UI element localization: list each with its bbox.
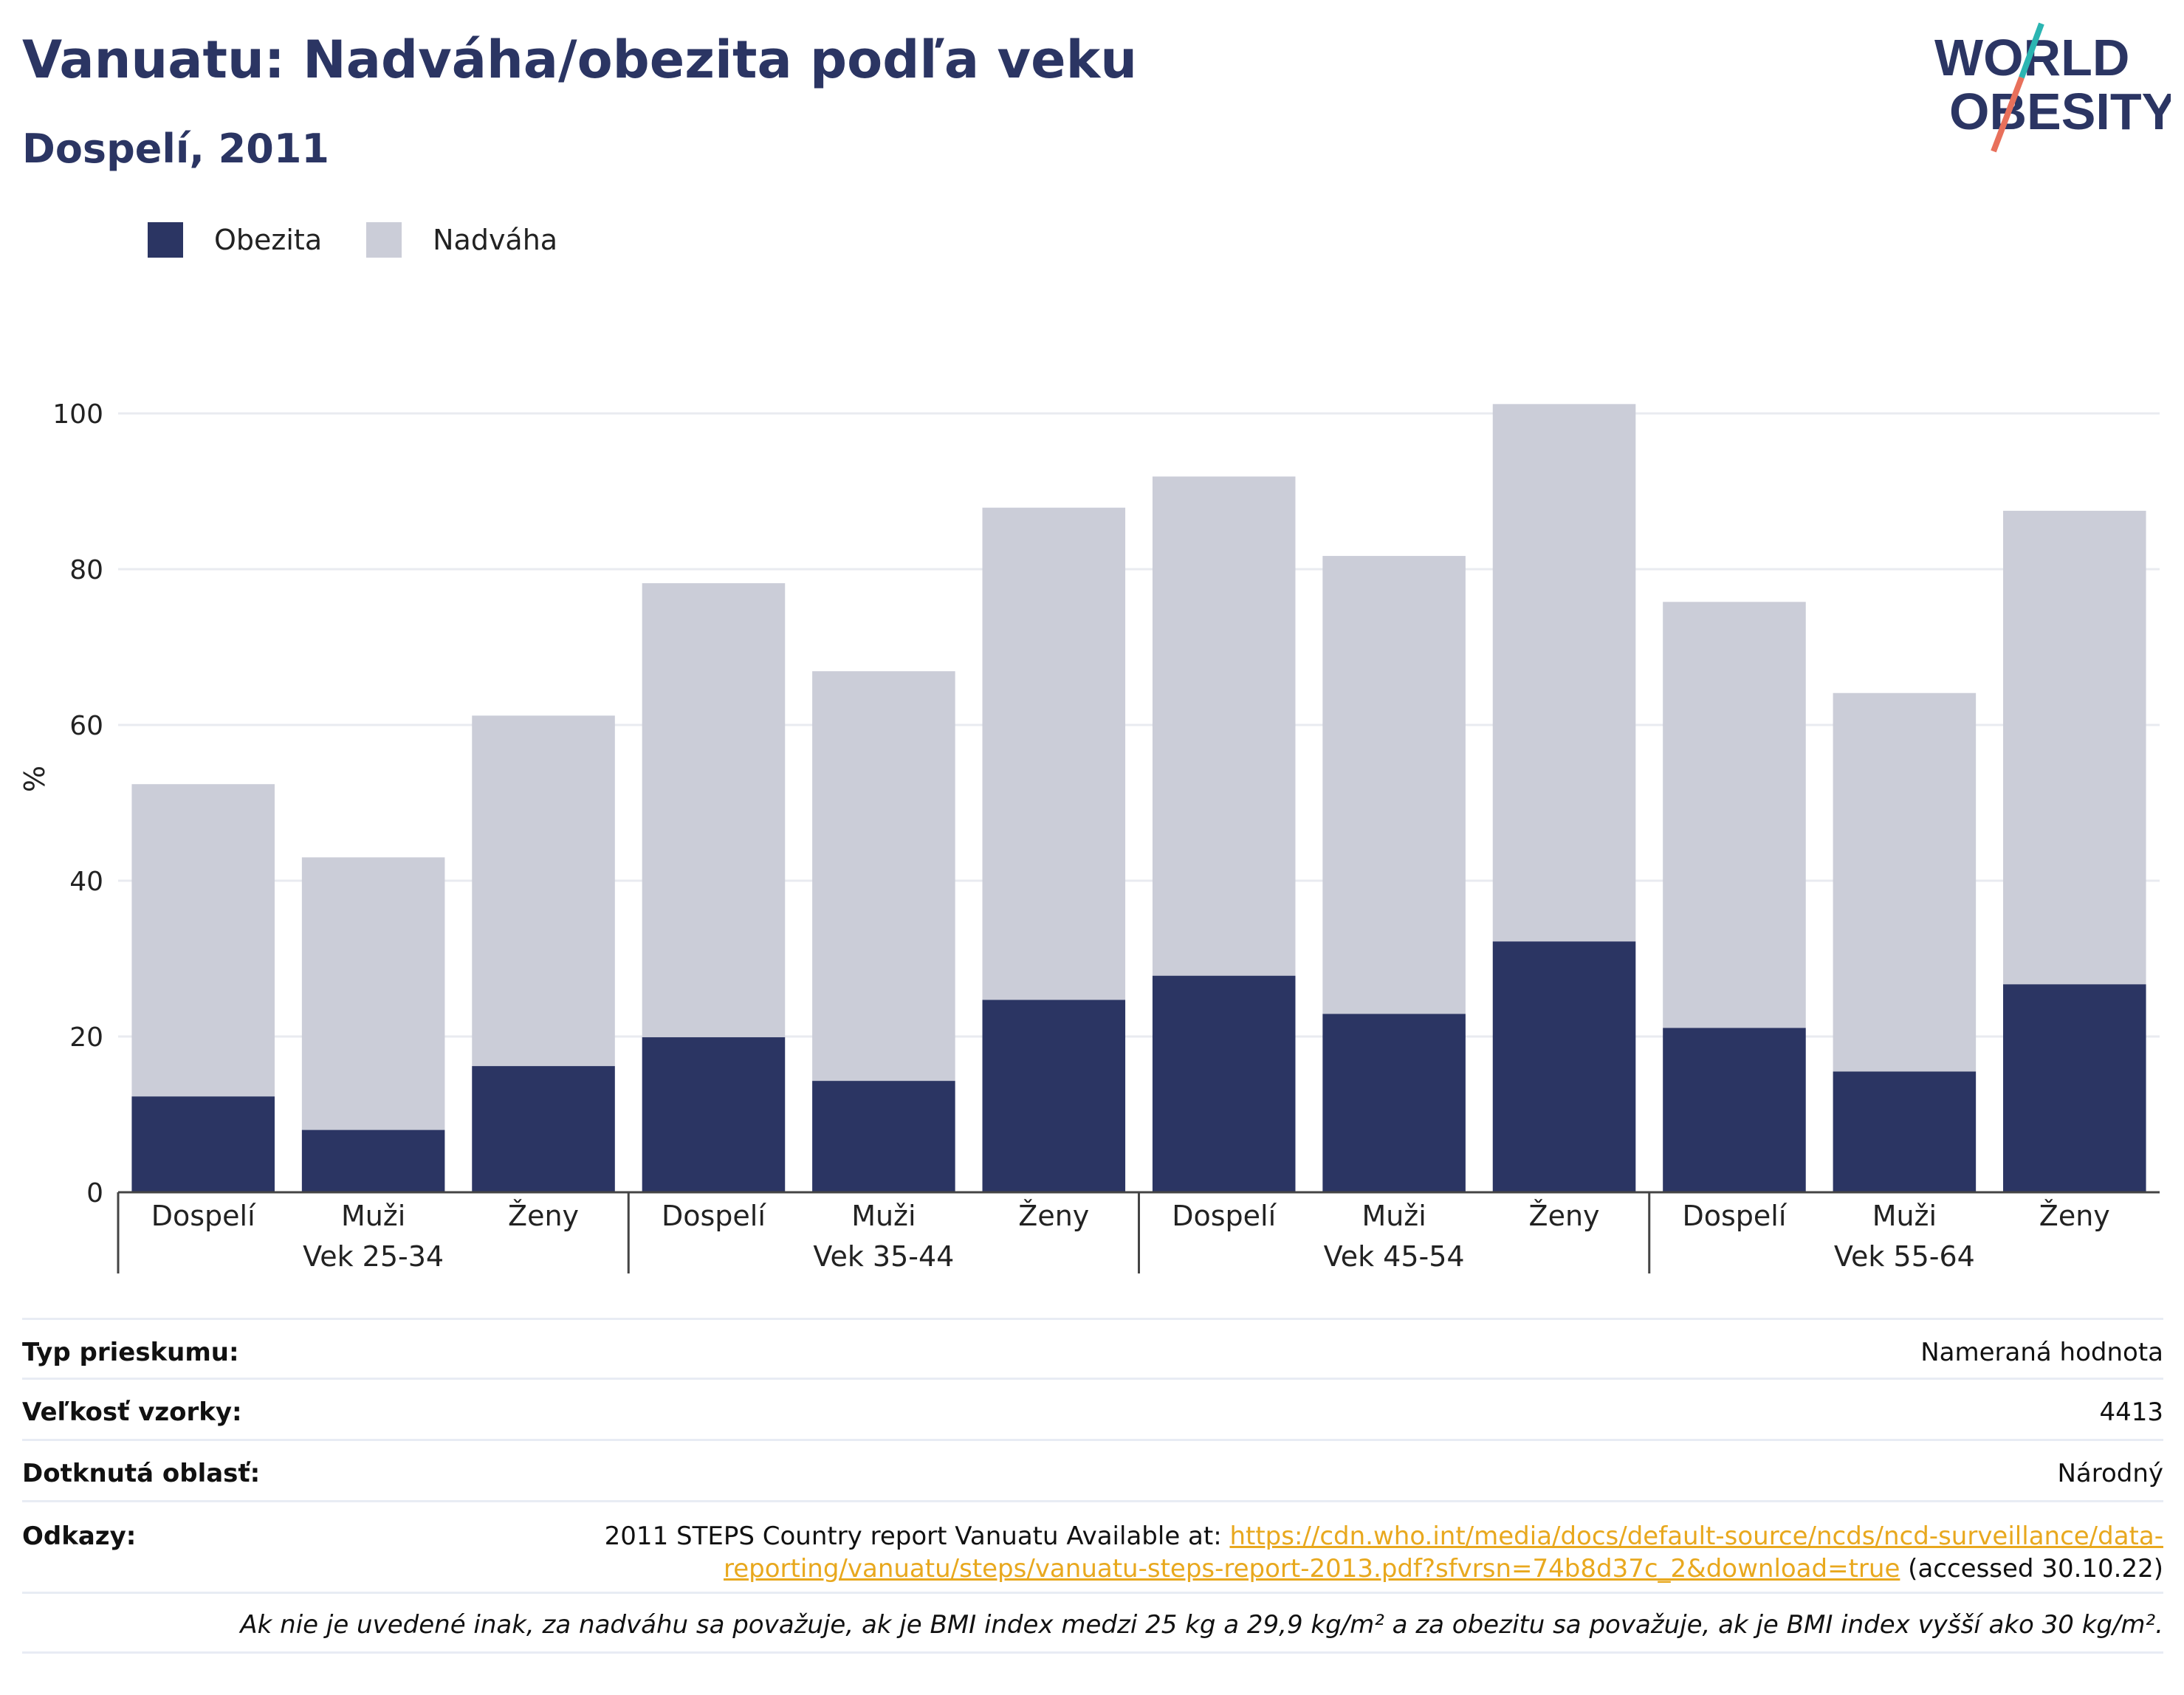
info-key: Dotknutá oblasť: (22, 1459, 261, 1488)
bar-obezita (131, 1096, 275, 1192)
legend-label-nadvaha: Nadváha (433, 224, 558, 256)
x-tick-label: Ženy (1018, 1200, 1089, 1232)
bar-nadvaha (301, 857, 445, 1130)
reference-text: 2011 STEPS Country report Vanuatu Availa… (465, 1520, 2163, 1585)
y-tick-label: 60 (69, 711, 103, 741)
info-key: Typ prieskumu: (22, 1338, 239, 1367)
info-value: Nameraná hodnota (1920, 1338, 2163, 1367)
bar-nadvaha (1833, 692, 1977, 1072)
y-tick-label: 100 (52, 399, 103, 430)
logo-accent-bottom (1991, 76, 2025, 153)
bar-nadvaha (1152, 476, 1296, 976)
bar-nadvaha (131, 784, 275, 1097)
x-tick-label: Ženy (508, 1200, 579, 1232)
reference-prefix: 2011 STEPS Country report Vanuatu Availa… (604, 1522, 1230, 1551)
y-tick-label: 20 (69, 1022, 103, 1053)
x-tick-label: Muži (851, 1200, 916, 1232)
y-tick-label: 0 (86, 1178, 103, 1208)
logo-accent-top (2019, 22, 2044, 79)
bar-obezita (1322, 1014, 1466, 1192)
group-label: Vek 25-34 (303, 1240, 444, 1273)
info-row-note: Ak nie je uvedené inak, za nadváhu sa po… (22, 1592, 2163, 1654)
legend-swatch-nadvaha (366, 222, 402, 258)
bar-obezita (2003, 984, 2146, 1192)
bar-nadvaha (1322, 556, 1466, 1014)
x-tick-label: Dospelí (1682, 1200, 1787, 1232)
x-tick-label: Dospelí (151, 1200, 256, 1232)
bar-obezita (642, 1037, 786, 1192)
chart-title: Vanuatu: Nadváha/obezita podľa veku (22, 30, 1138, 90)
bar-nadvaha (812, 671, 955, 1082)
x-tick-label: Muži (1361, 1200, 1426, 1232)
logo-line2: OBESITY (1949, 83, 2171, 140)
legend-swatch-obezita (148, 222, 183, 258)
legend-item-nadvaha[interactable]: Nadváha (366, 222, 557, 258)
info-key: Odkazy: (22, 1522, 137, 1551)
info-value: 4413 (2099, 1397, 2163, 1427)
legend-item-obezita[interactable]: Obezita (148, 222, 322, 258)
x-tick-label: Muži (1872, 1200, 1937, 1232)
reference-link[interactable]: https://cdn.who.int/media/docs/default-s… (724, 1522, 2163, 1584)
y-tick-label: 40 (69, 867, 103, 897)
group-label: Vek 55-64 (1834, 1240, 1975, 1273)
bar-obezita (1152, 975, 1296, 1192)
x-tick-label: Ženy (2039, 1200, 2110, 1232)
info-row-sample-size: Veľkosť vzorky: 4413 (22, 1378, 2163, 1439)
info-row-survey-type: Typ prieskumu: Nameraná hodnota (22, 1318, 2163, 1378)
bar-obezita (1663, 1028, 1806, 1192)
info-row-references: Odkazy: 2011 STEPS Country report Vanuat… (22, 1500, 2163, 1592)
bar-nadvaha (642, 582, 786, 1038)
bar-obezita (1833, 1071, 1977, 1192)
chart-subtitle: Dospelí, 2011 (22, 126, 329, 172)
bar-obezita (982, 1000, 1126, 1192)
reference-suffix: (accessed 30.10.22) (1900, 1554, 2163, 1584)
bar-nadvaha (472, 715, 615, 1067)
bar-obezita (812, 1081, 955, 1192)
world-obesity-logo: WORLD OBESITY (1934, 22, 2171, 153)
x-tick-label: Muži (341, 1200, 405, 1232)
legend-label-obezita: Obezita (214, 224, 323, 256)
info-key: Veľkosť vzorky: (22, 1397, 242, 1427)
group-label: Vek 45-54 (1324, 1240, 1465, 1273)
bar-obezita (301, 1130, 445, 1192)
bar-obezita (1492, 941, 1636, 1192)
y-axis-label: % (18, 766, 51, 792)
y-tick-label: 80 (69, 555, 103, 585)
group-label: Vek 35-44 (813, 1240, 954, 1273)
info-table: Typ prieskumu: Nameraná hodnota Veľkosť … (22, 1318, 2163, 1654)
bar-nadvaha (1492, 404, 1636, 942)
info-value: Národný (2057, 1459, 2163, 1488)
x-tick-label: Dospelí (1172, 1200, 1277, 1232)
stacked-bar-chart: 0 20 40 60 80 100% Dospelí Muži Ženy Dospelí Muži Ž… (18, 399, 2160, 1273)
bar-obezita (472, 1066, 615, 1192)
info-row-area: Dotknutá oblasť: Národný (22, 1439, 2163, 1500)
bmi-note: Ak nie je uvedené inak, za nadváhu sa po… (240, 1610, 2163, 1640)
bar-nadvaha (2003, 510, 2146, 985)
x-tick-label: Ženy (1529, 1200, 1600, 1232)
x-tick-label: Dospelí (662, 1200, 766, 1232)
bar-nadvaha (1663, 602, 1806, 1028)
bar-nadvaha (982, 507, 1126, 1000)
chart-legend: Obezita Nadváha (148, 221, 602, 258)
